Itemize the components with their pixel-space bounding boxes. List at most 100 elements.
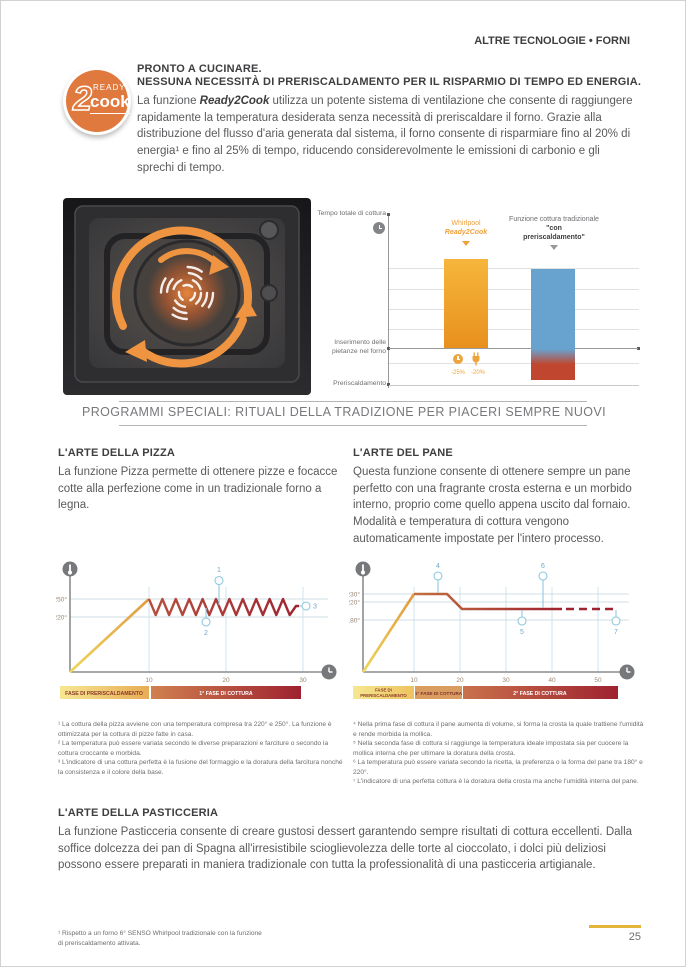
xtick-30: 30 xyxy=(299,677,307,684)
footnote: ⁴ Nella prima fase di cottura il pane au… xyxy=(353,721,644,738)
xtick-50: 50 xyxy=(594,677,602,684)
oven-probe xyxy=(260,284,278,302)
ytick-220: 220° xyxy=(56,614,67,622)
pane-footnotes: ⁴ Nella prima fase di cottura il pane au… xyxy=(353,720,645,787)
pasticceria-text: La funzione Pasticceria consente di crea… xyxy=(58,826,633,872)
footnote: ⁵ Nella seconda fase di cottura si raggi… xyxy=(353,740,629,757)
phase-bar-cooking2 xyxy=(463,686,618,699)
pizza-title: L'ARTE DELLA PIZZA xyxy=(58,447,176,459)
preheat-curve xyxy=(361,593,416,673)
cooking-curve xyxy=(414,592,562,611)
ytick-230: 230° xyxy=(349,591,360,599)
intro-title-line2: NESSUNA NECESSITÀ DI PRERISCALDAMENTO PE… xyxy=(137,76,642,88)
marker-2-label: 2 xyxy=(204,630,208,637)
y-label-preheating: Preriscaldamento xyxy=(333,380,386,387)
marker-3-label: 3 xyxy=(313,604,317,611)
thermometer-icon xyxy=(62,561,78,577)
airflow-arrowheads xyxy=(125,255,257,362)
xtick-40: 40 xyxy=(548,677,556,684)
ytick-250: 250° xyxy=(56,596,67,604)
clock-icon xyxy=(619,664,635,680)
pizza-text: La funzione Pizza permette di ottenere p… xyxy=(58,466,338,512)
y-label-total-time: Tempo totale di cottura xyxy=(317,210,386,217)
phase1-label-line2: PRERISCALDAMENTO xyxy=(360,693,407,698)
insertion-baseline xyxy=(389,348,638,349)
oven-knob xyxy=(259,220,279,240)
gridline xyxy=(389,309,639,310)
footnote: ³ L'indicatore di una cottura perfetta è… xyxy=(58,759,343,776)
footnote: ⁶ La temperatura può essere variata seco… xyxy=(353,759,643,776)
xtick-30: 30 xyxy=(502,677,510,684)
axis-dot xyxy=(387,383,390,386)
time-clock-icon xyxy=(453,354,463,364)
ready2cook-logo-circle: 2 READY cook xyxy=(66,70,130,132)
pane-temperature-chart: 230° 220° 180° 10 20 30 40 50 4 5 6 7 FA… xyxy=(349,561,635,699)
xtick-10: 10 xyxy=(145,677,153,684)
brand-name: Ready2Cook xyxy=(199,95,270,107)
banner-title: PROGRAMMI SPECIALI: RITUALI DELLA TRADIZ… xyxy=(81,405,606,419)
preheat-curve xyxy=(69,598,150,673)
time-saving-value: -25% xyxy=(450,370,465,376)
fan-icon xyxy=(159,265,215,321)
ytick-220: 220° xyxy=(349,599,360,607)
intro-title-line1: PRONTO A CUCINARE. xyxy=(137,63,262,75)
xtick-10: 10 xyxy=(410,677,418,684)
phase1-label-line1: FASE DI xyxy=(375,688,392,693)
y-label-insertion: Inserimento delle pietanze nel forno xyxy=(331,339,386,355)
banner-divider-top xyxy=(119,401,587,402)
pizza-footnotes: ¹ La cottura della pizza avviene con una… xyxy=(58,720,348,777)
footnote: ² La temperatura può essere variata seco… xyxy=(58,740,329,757)
ytick-180: 180° xyxy=(349,617,360,625)
marker-4-label: 4 xyxy=(436,563,440,570)
pane-text: Questa funzione consente di ottenere sem… xyxy=(353,466,632,545)
phase1-label: FASE DI PRERISCALDAMENTO xyxy=(65,691,143,697)
bar-chart-y-axis xyxy=(388,214,389,388)
down-arrow-icon xyxy=(550,245,558,251)
intro-para-prefix: La funzione xyxy=(137,95,200,107)
energy-saving-value: -20% xyxy=(470,370,485,376)
page-header: ALTRE TECNOLOGIE • FORNI xyxy=(474,35,630,47)
logo-ready-text: READY xyxy=(93,83,126,92)
pasticceria-title: L'ARTE DELLA PASTICCERIA xyxy=(58,807,219,819)
gridline xyxy=(389,268,639,269)
pane-title: L'ARTE DEL PANE xyxy=(353,447,453,459)
logo-2-glyph: 2 xyxy=(72,79,92,119)
cooking-curve-oscillating xyxy=(147,597,299,617)
intro-para-rest: utilizza un potente sistema di ventilazi… xyxy=(137,95,633,174)
traditional-bar xyxy=(531,269,575,380)
marker-5-label: 5 xyxy=(520,629,524,636)
page-footnote: ¹ Rispetto a un forno 6° SENSO Whirlpool… xyxy=(58,930,262,947)
footnote: ¹ La cottura della pizza avviene con una… xyxy=(58,721,332,738)
phase2-label: 1° FASE DI COTTURA xyxy=(415,691,463,696)
gridline-bottom xyxy=(389,385,639,386)
phase-bar-preheat xyxy=(60,686,149,699)
axis-dot xyxy=(387,347,390,350)
airflow-arrows-icon xyxy=(112,226,252,368)
footnote: ⁷ L'indicatore di una perfetta cottura è… xyxy=(353,778,639,786)
gridline xyxy=(389,329,639,330)
oven-airflow-illustration xyxy=(63,198,311,395)
ready2cook-bar xyxy=(444,259,488,348)
axis-dot xyxy=(637,347,640,350)
xtick-20: 20 xyxy=(222,677,230,684)
cooking-time-bar-chart: Tempo totale di cottura Inserimento dell… xyxy=(313,204,649,399)
phase-bar-cooking1 xyxy=(415,686,462,699)
chart-markers xyxy=(201,575,311,627)
banner-divider-bottom xyxy=(119,425,587,426)
right-bar-label: Funzione cottura tradizionale "con preri… xyxy=(509,216,599,251)
marker-6-label: 6 xyxy=(541,563,545,570)
gold-rule xyxy=(589,925,641,928)
clock-icon xyxy=(373,222,385,234)
phase2-label: 1° FASE DI COTTURA xyxy=(199,691,253,697)
axis-dot xyxy=(387,213,390,216)
logo-cook-text: cook xyxy=(90,92,130,114)
fan-glow xyxy=(147,253,227,333)
phase-bar-cooking xyxy=(151,686,301,699)
left-bar-label: Whirlpool Ready2Cook xyxy=(421,220,511,246)
gridline xyxy=(389,289,639,290)
xtick-20: 20 xyxy=(456,677,464,684)
clock-icon xyxy=(321,664,337,680)
page-number: 25 xyxy=(628,931,641,943)
pizza-temperature-chart: 250° 220° 10 20 30 1 2 3 FASE DI PRERISC… xyxy=(56,561,337,699)
